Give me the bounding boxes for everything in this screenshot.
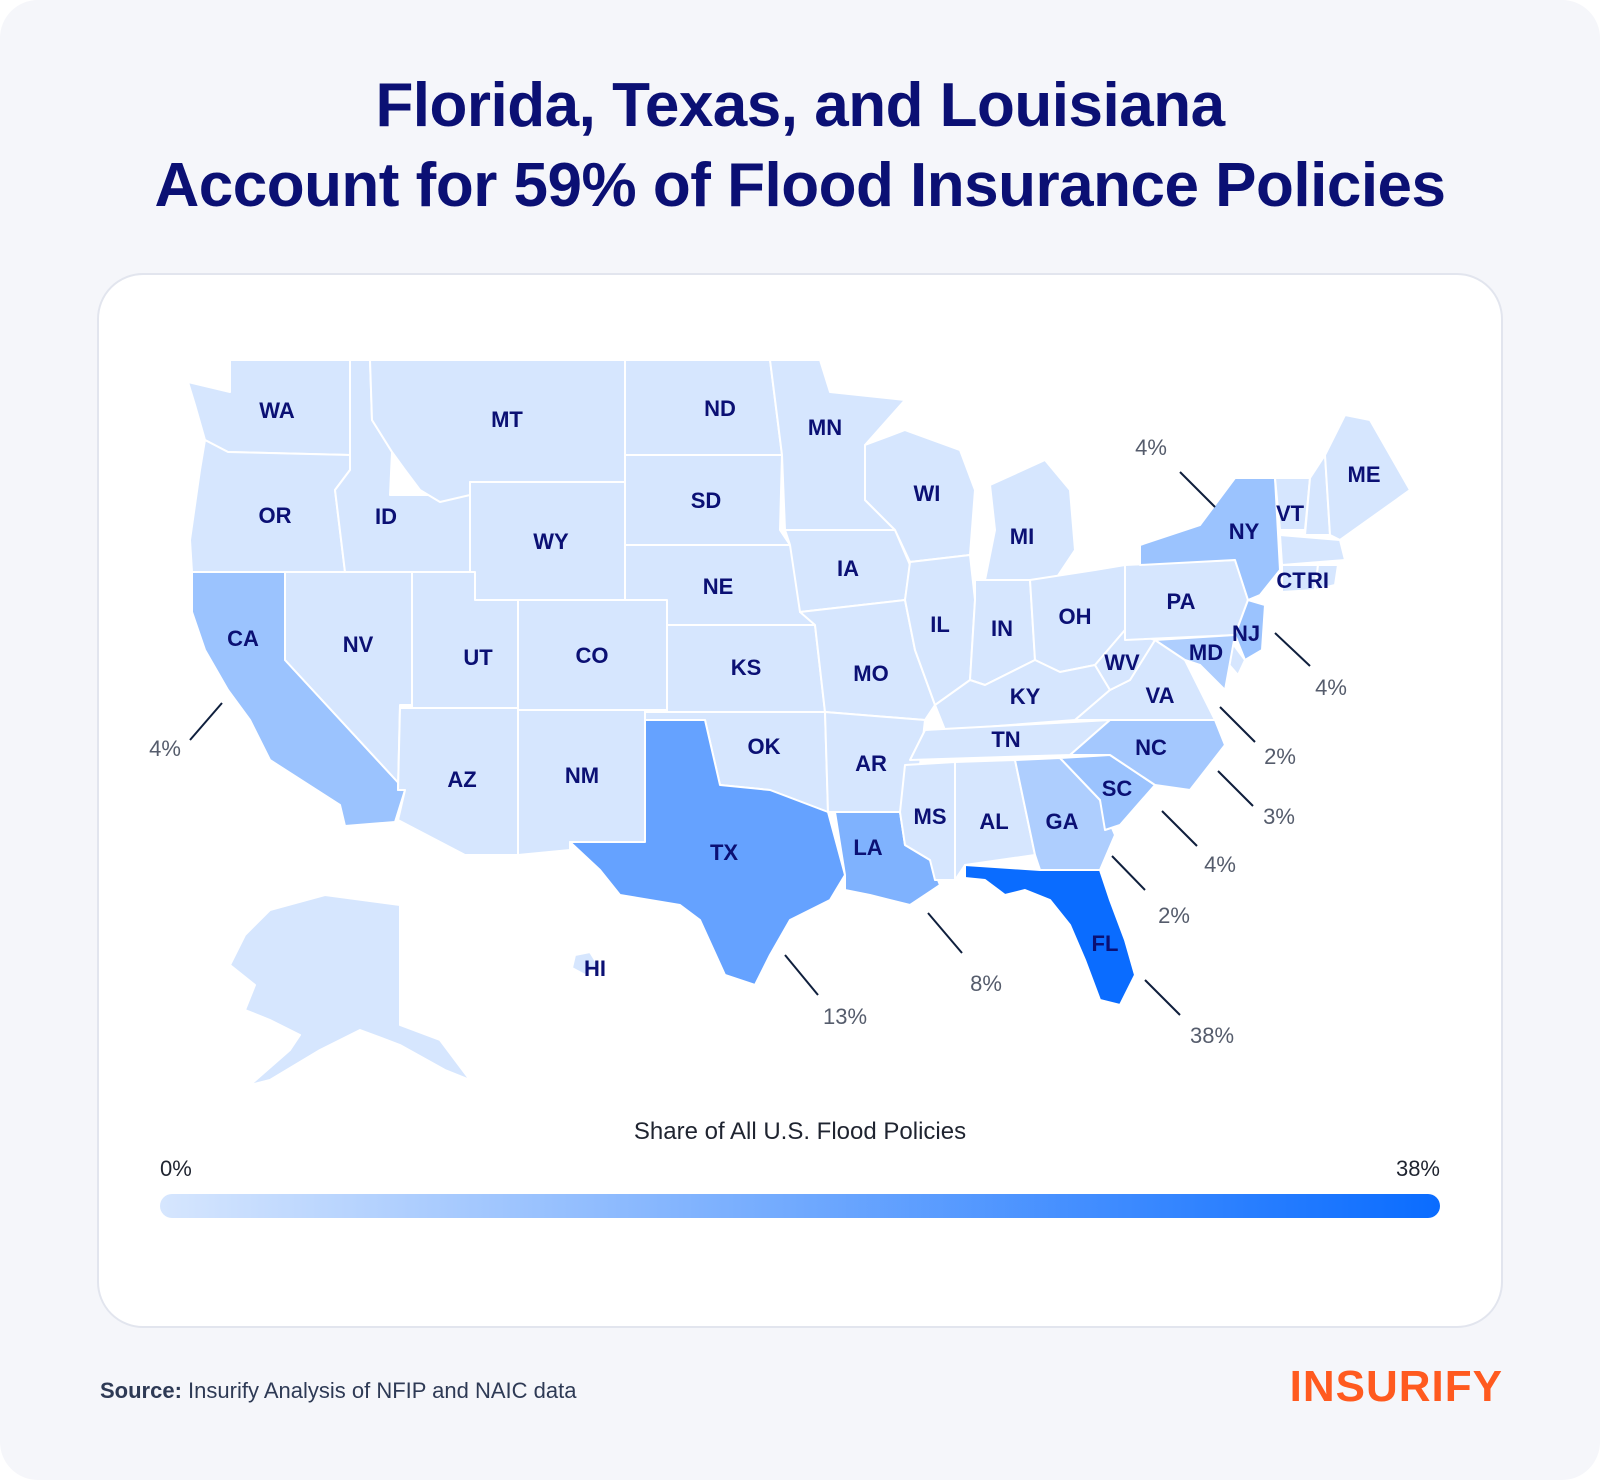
state-me — [1324, 414, 1411, 541]
state-label-ri: RI — [1307, 568, 1329, 593]
state-label-mi: MI — [1010, 524, 1034, 549]
state-label-me: ME — [1348, 462, 1381, 487]
callout-line-ca — [189, 702, 223, 741]
state-label-la: LA — [853, 835, 882, 860]
state-ny — [1139, 477, 1281, 601]
state-label-wv: WV — [1104, 650, 1140, 675]
state-label-az: AZ — [447, 767, 476, 792]
state-label-oh: OH — [1059, 604, 1092, 629]
insurify-logo: INSURIFY — [1289, 1362, 1503, 1411]
state-nj — [1234, 599, 1266, 661]
source-label: Source: — [100, 1378, 182, 1403]
state-labels: WA OR CA ID NV MT WY UT AZ CO NM ND SD NE KS OK TX MN IA MO… — [227, 396, 1380, 981]
state-label-nv: NV — [343, 632, 374, 657]
state-ri — [1314, 564, 1339, 591]
state-label-tn: TN — [991, 727, 1020, 752]
title-line-2: Account for 59% of Flood Insurance Polic… — [154, 151, 1446, 220]
legend-max-label: 38% — [1395, 1156, 1440, 1181]
callout-value-ny: 4% — [1135, 435, 1167, 460]
state-ma — [1279, 534, 1346, 566]
callout-value-fl: 38% — [1190, 1023, 1234, 1048]
callout-line-fl — [1144, 979, 1181, 1016]
state-label-nd: ND — [704, 396, 736, 421]
state-label-tx: TX — [710, 840, 738, 865]
state-label-al: AL — [979, 809, 1008, 834]
source-note: Source: Insurify Analysis of NFIP and NA… — [100, 1378, 576, 1404]
state-label-wy: WY — [533, 529, 569, 554]
state-label-id: ID — [375, 504, 397, 529]
callout-value-sc: 4% — [1204, 852, 1236, 877]
state-label-mn: MN — [808, 415, 842, 440]
legend-title: Share of All U.S. Flood Policies — [633, 1118, 967, 1145]
state-label-wi: WI — [914, 481, 941, 506]
state-tx — [569, 719, 846, 986]
state-label-pa: PA — [1167, 589, 1196, 614]
state-label-ny: NY — [1229, 519, 1260, 544]
state-label-ok: OK — [748, 734, 781, 759]
state-wv — [1094, 629, 1156, 691]
state-label-in: IN — [991, 616, 1013, 641]
state-mi — [984, 459, 1076, 581]
state-md — [1154, 634, 1236, 691]
state-label-ia: IA — [837, 556, 859, 581]
state-label-ut: UT — [463, 645, 493, 670]
state-label-ks: KS — [731, 655, 762, 680]
state-label-wa: WA — [259, 398, 295, 423]
legend-min-label: 0% — [160, 1156, 192, 1181]
callout-line-tx — [784, 954, 819, 996]
state-label-ky: KY — [1010, 684, 1041, 709]
callout-line-md — [1219, 706, 1256, 743]
state-label-sc: SC — [1102, 776, 1133, 801]
state-label-ca: CA — [227, 626, 259, 651]
state-label-ne: NE — [703, 574, 734, 599]
state-fl — [964, 864, 1136, 1006]
state-label-nc: NC — [1135, 735, 1167, 760]
state-label-hi: HI — [584, 956, 606, 981]
state-hi — [571, 951, 599, 976]
title-line-1: Florida, Texas, and Louisiana — [375, 71, 1225, 140]
callout-line-ny — [1179, 471, 1216, 508]
state-label-sd: SD — [691, 488, 722, 513]
state-shapes — [187, 359, 1411, 1086]
callout-line-nc — [1217, 770, 1254, 807]
state-label-il: IL — [930, 612, 950, 637]
state-label-mt: MT — [491, 407, 523, 432]
callout-value-ca: 4% — [149, 736, 181, 761]
state-label-nj: NJ — [1232, 621, 1260, 646]
callout-line-la — [927, 912, 963, 954]
state-al — [954, 759, 1036, 881]
state-label-ct: CT — [1276, 568, 1306, 593]
legend-color-scale — [160, 1194, 1440, 1218]
callout-value-nj: 4% — [1315, 675, 1347, 700]
callout-value-la: 8% — [970, 971, 1002, 996]
state-label-vt: VT — [1276, 501, 1305, 526]
state-label-fl: FL — [1092, 931, 1119, 956]
callout-line-sc — [1161, 810, 1198, 847]
callout-value-tx: 13% — [823, 1004, 867, 1029]
callout-line-ga — [1111, 855, 1146, 891]
page-title: Florida, Texas, and Louisiana Account fo… — [0, 66, 1600, 226]
state-label-co: CO — [576, 643, 609, 668]
callout-value-md: 2% — [1264, 744, 1296, 769]
state-label-ms: MS — [914, 804, 947, 829]
state-label-va: VA — [1146, 683, 1175, 708]
state-label-mo: MO — [853, 661, 888, 686]
state-ak — [229, 894, 471, 1086]
state-label-md: MD — [1189, 640, 1223, 665]
state-label-ar: AR — [855, 751, 887, 776]
state-label-nm: NM — [565, 763, 599, 788]
state-sd — [624, 454, 791, 546]
callout-value-ga: 2% — [1158, 903, 1190, 928]
callout-line-nj — [1274, 632, 1311, 667]
callout-value-nc: 3% — [1263, 804, 1295, 829]
state-label-or: OR — [259, 503, 292, 528]
value-callouts: 38% 13% 8% 4% 4% 4% 4% 3% 2% 2% — [149, 435, 1347, 1048]
state-label-ga: GA — [1046, 809, 1079, 834]
source-text: Insurify Analysis of NFIP and NAIC data — [188, 1378, 577, 1403]
